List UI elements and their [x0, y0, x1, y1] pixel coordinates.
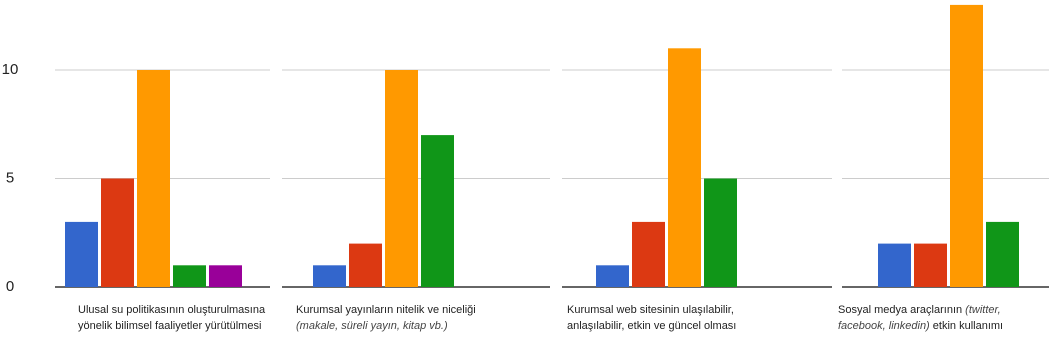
bar-cat1-series3	[137, 70, 170, 287]
bar-cat3-series2	[632, 221, 665, 287]
bar-cat4-series4	[986, 221, 1019, 287]
bar-cat3-series3	[668, 48, 701, 287]
category-label-4: Sosyal medya araçlarının (twitter, faceb…	[838, 302, 1043, 334]
bar-cat4-series2	[914, 243, 947, 287]
category-label-1: Ulusal su politikasının oluşturulmasına …	[78, 302, 268, 334]
category-label-1-text: Ulusal su politikasının oluşturulmasına …	[78, 304, 266, 332]
bar-cat1-series1	[65, 221, 98, 287]
y-tick-label-10: 10	[2, 61, 19, 78]
category-label-4-text: Sosyal medya araçlarının	[838, 304, 966, 316]
bar-cat1-series2	[101, 178, 134, 287]
bar-cat3-series1	[596, 265, 629, 287]
y-tick-label-5: 5	[6, 170, 14, 187]
category-label-2: Kurumsal yayınların nitelik ve niceliği …	[296, 302, 486, 334]
bar-cat2-series1	[313, 265, 346, 287]
y-tick-label-0: 0	[6, 278, 14, 295]
bar-cat1-series5	[209, 265, 242, 287]
category-label-4-tail: etkin kullanımı	[929, 320, 1004, 332]
bar-cat4-series3	[950, 4, 983, 288]
bar-cat4-series1	[878, 243, 911, 287]
bar-cat2-series4	[421, 135, 454, 287]
category-label-3: Kurumsal web sitesinin ulaşılabilir, anl…	[567, 302, 792, 334]
category-label-4-italic: (twitter, facebook, linkedin)	[838, 304, 1001, 332]
category-label-3-text: Kurumsal web sitesinin ulaşılabilir, anl…	[567, 304, 737, 332]
bar-cat3-series4	[704, 178, 737, 287]
category-label-2-italic: (makale, süreli yayın, kitap vb.)	[296, 320, 448, 332]
bar-cat1-series4	[173, 265, 206, 287]
bar-cat2-series3	[385, 70, 418, 287]
bar-cat2-series2	[349, 243, 382, 287]
category-label-2-text: Kurumsal yayınların nitelik ve niceliği	[296, 304, 476, 316]
